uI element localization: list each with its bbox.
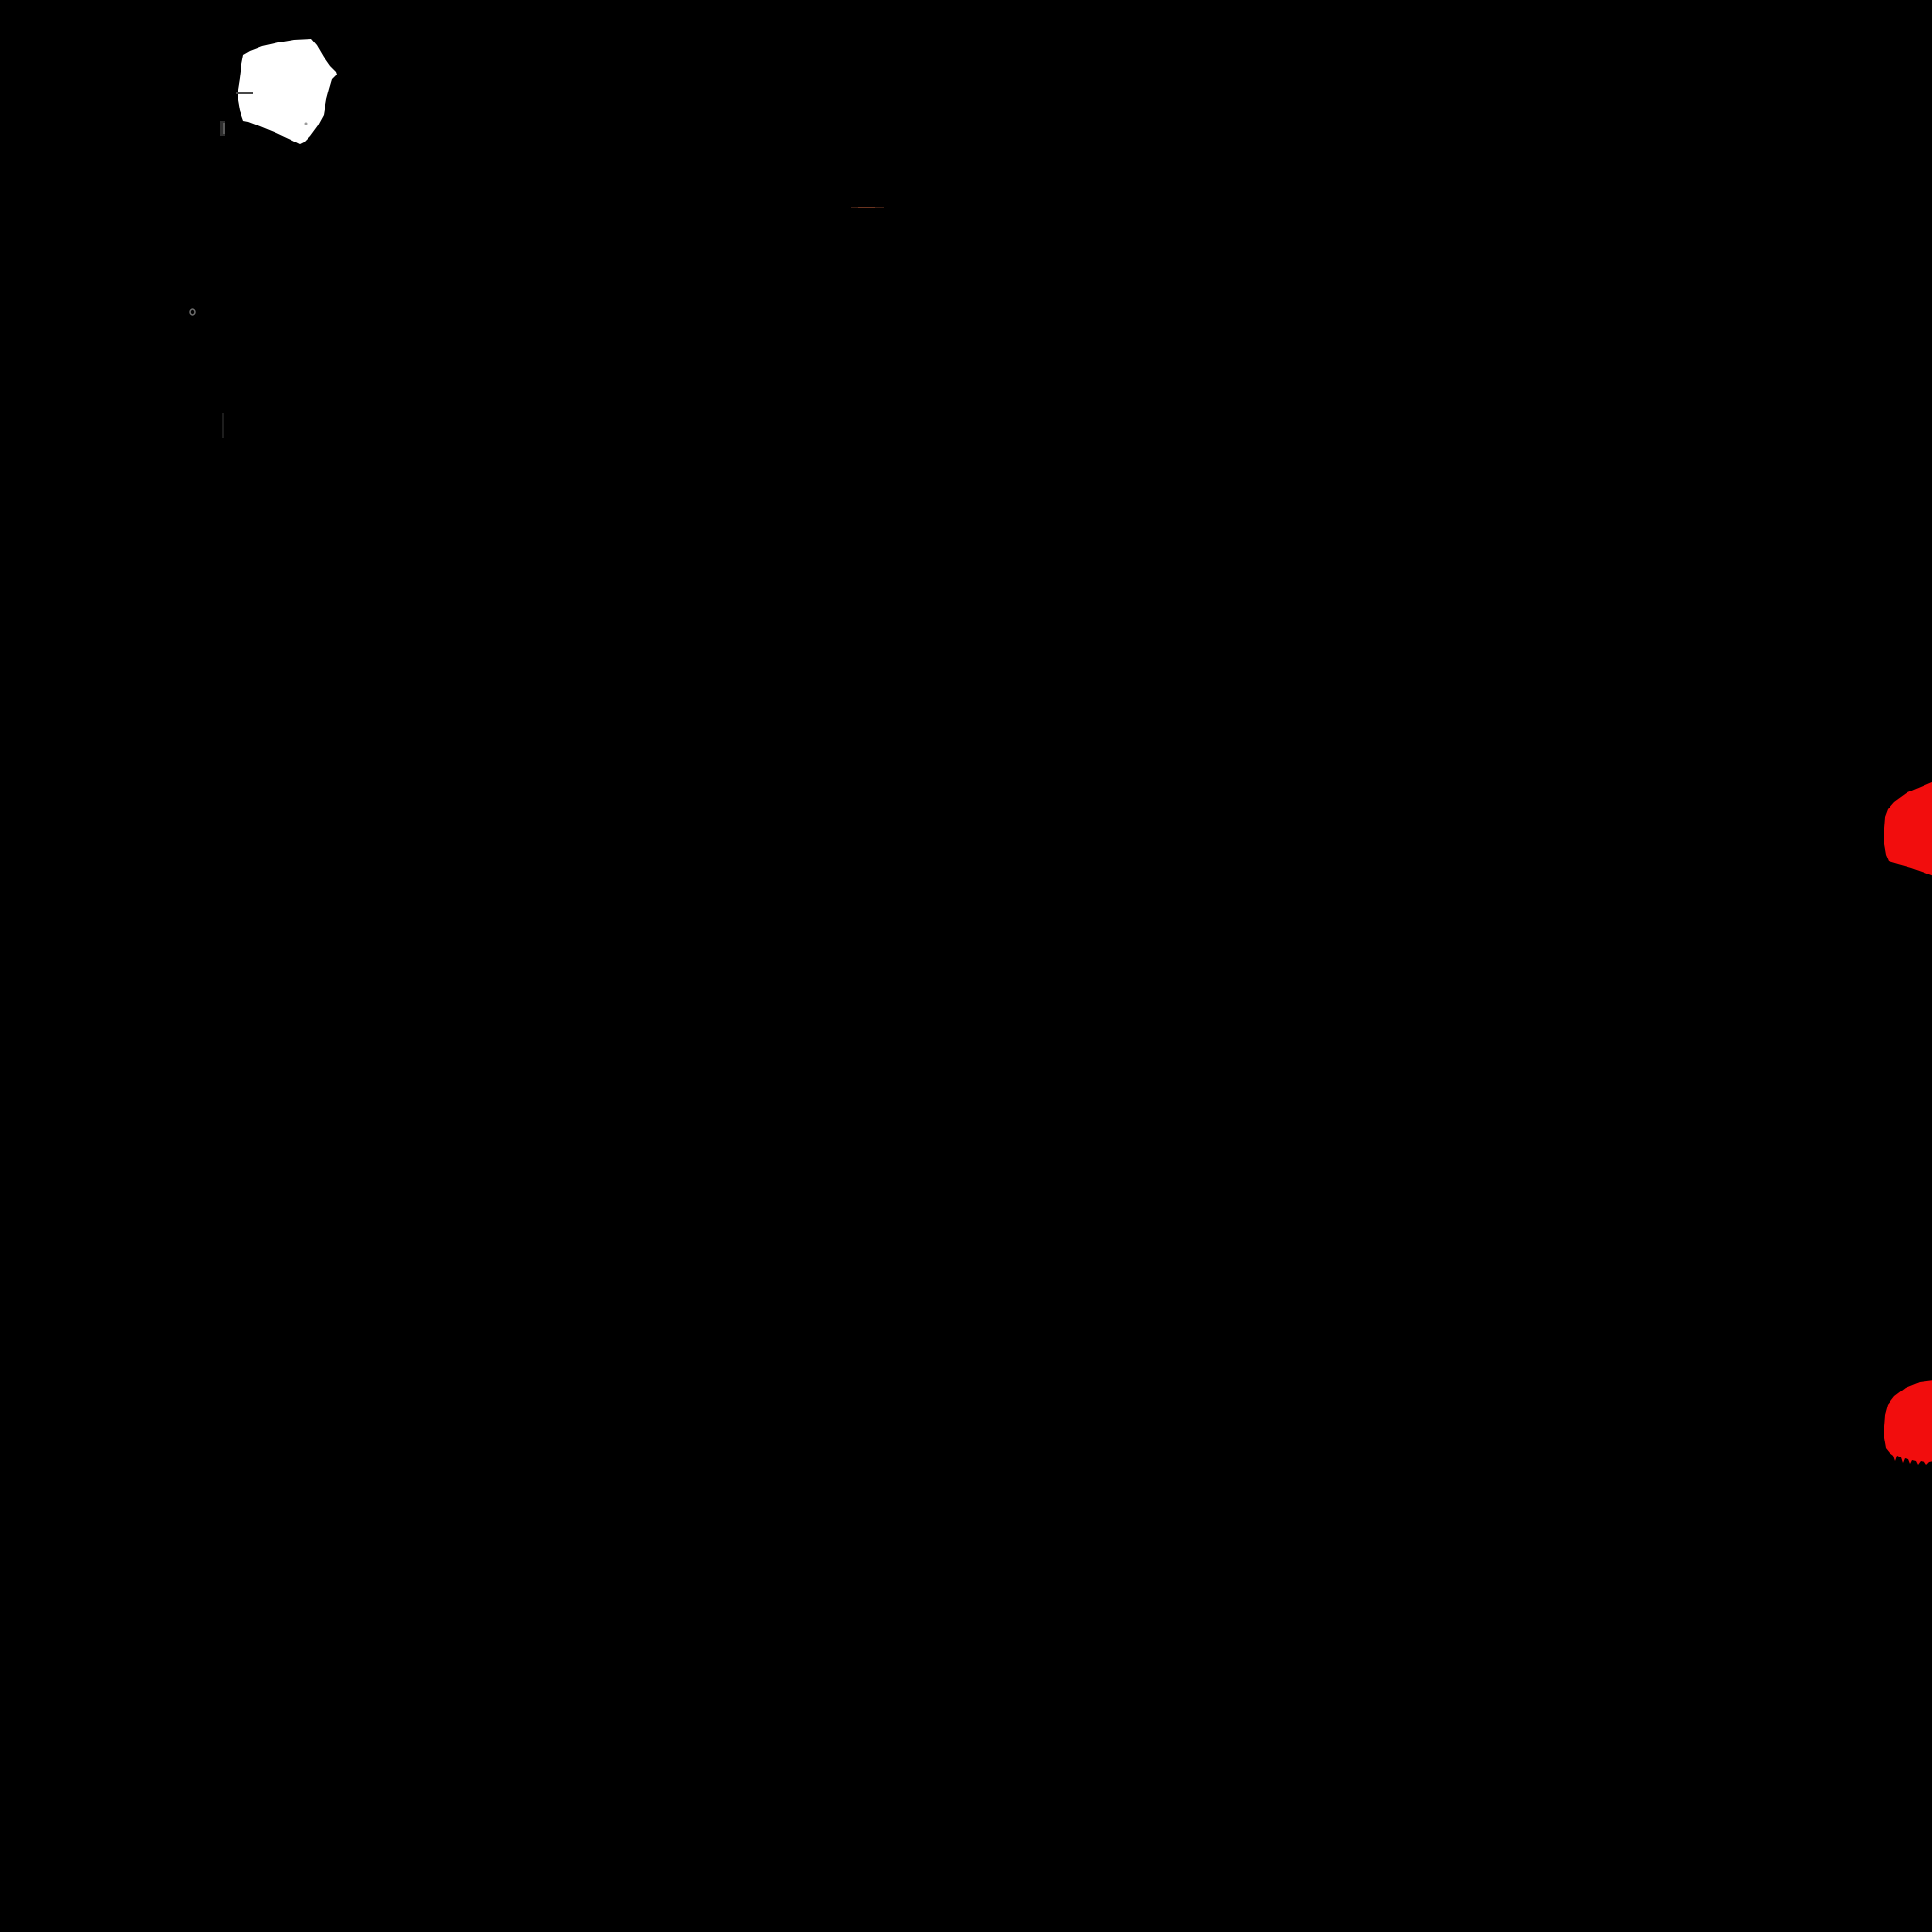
vertical-bar-mark-core: [223, 123, 225, 134]
vertical-bar-mark: [220, 121, 225, 136]
blob-speck: [304, 122, 308, 125]
tick-mark: [236, 92, 253, 94]
red-shape-bottom-right: [1884, 1380, 1932, 1465]
faint-vertical-line: [222, 413, 224, 438]
red-shape-top-right: [1884, 781, 1932, 876]
white-blob-shape: [238, 39, 337, 144]
ring-speck: [189, 308, 196, 316]
brown-streak-core: [858, 207, 875, 208]
